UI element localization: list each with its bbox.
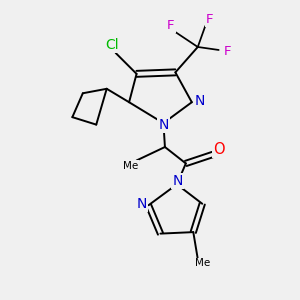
Text: F: F — [167, 19, 175, 32]
Text: N: N — [195, 94, 206, 108]
Text: F: F — [206, 13, 214, 26]
Text: Me: Me — [123, 161, 138, 171]
Text: Cl: Cl — [105, 38, 119, 52]
Text: F: F — [224, 45, 231, 58]
Text: O: O — [213, 142, 224, 157]
Text: N: N — [137, 197, 147, 211]
Text: Me: Me — [195, 259, 210, 269]
Text: N: N — [158, 118, 169, 132]
Text: N: N — [172, 174, 183, 188]
